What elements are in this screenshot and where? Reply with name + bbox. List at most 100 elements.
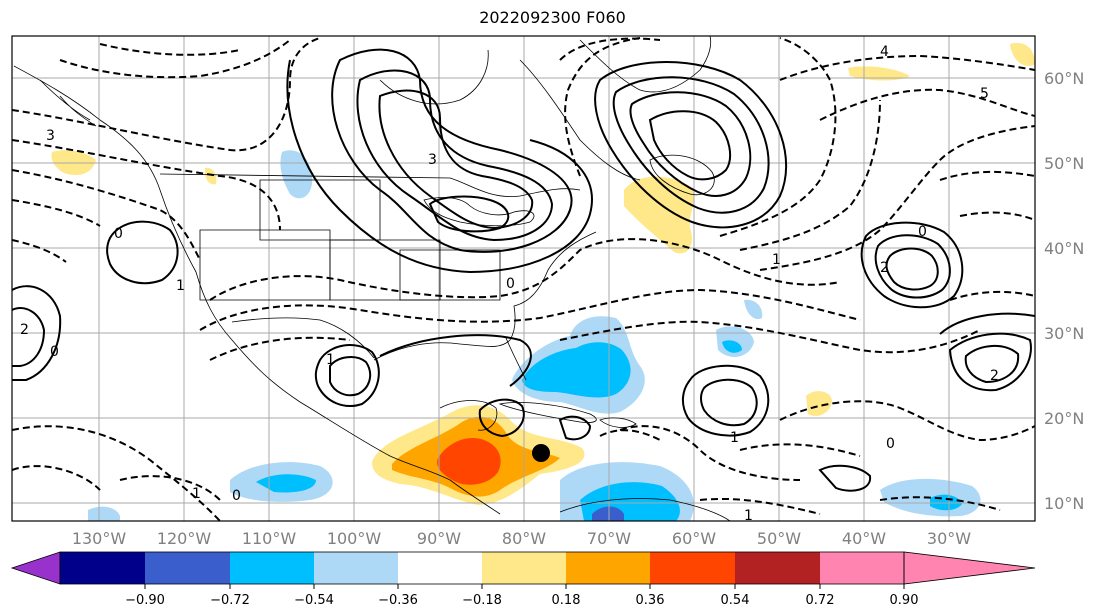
gulf-coast <box>373 231 597 361</box>
lat-label-10n: 10°N <box>1044 494 1084 513</box>
colorbar-segment <box>60 552 145 584</box>
lat-label-20n: 20°N <box>1044 409 1084 428</box>
dashed-atlantic-9 <box>959 211 1035 221</box>
colorbar-tick-label: −0.36 <box>378 593 418 608</box>
contour-great-lakes-5 <box>286 59 593 274</box>
contour-lines <box>12 48 1035 492</box>
contour-label: 1 <box>744 508 753 524</box>
cool-anomaly-small-2 <box>88 506 120 521</box>
dashed-south-4 <box>619 425 801 481</box>
dashed-center-2 <box>199 288 861 331</box>
dashed-south-1 <box>12 425 221 521</box>
colorbar-tick-label: 0.36 <box>636 593 665 608</box>
colorbar-tick-label: −0.72 <box>210 593 250 608</box>
lon-label-90w: 90°W <box>417 529 461 548</box>
contour-label: 2 <box>990 368 999 384</box>
contour-right-3 <box>964 345 1020 384</box>
contour-atlantic-low-4 <box>648 110 732 181</box>
contour-right-2 <box>948 332 1032 392</box>
states-grid-1 <box>199 229 331 301</box>
colorbar: −0.90 −0.72 −0.54 −0.36 −0.18 0.18 0.36 … <box>10 551 1036 608</box>
contour-value-labels: 3 3 4 5 2 2 2 0 0 1 1 1 0 0 1 0 0 1 1 <box>20 44 999 524</box>
contour-zero-south <box>818 464 872 492</box>
contour-label: 1 <box>326 352 335 368</box>
colorbar-segment <box>566 552 650 584</box>
colorbar-segment <box>482 552 566 584</box>
colorbar-tick-label: 0.54 <box>721 593 750 608</box>
lon-label-60w: 60°W <box>672 529 716 548</box>
north-america-west-coast <box>13 65 501 515</box>
contour-label: 0 <box>886 436 895 452</box>
dashed-atlantic-6 <box>819 88 1035 121</box>
dashed-west-2 <box>99 43 241 56</box>
colorbar-ticks <box>144 584 905 589</box>
map-frame <box>11 35 1036 522</box>
lat-label-60n: 60°N <box>1044 69 1084 88</box>
cool-anomaly-central-atlantic-core <box>722 340 742 353</box>
lon-label-130w: 130°W <box>72 529 127 548</box>
lon-label-50w: 50°W <box>757 529 801 548</box>
contour-right-1 <box>939 312 1035 335</box>
contour-label: 2 <box>880 260 889 276</box>
dashed-north-5 <box>12 239 67 263</box>
dashed-north-3 <box>12 169 201 261</box>
dashed-atlantic-10 <box>949 290 1035 301</box>
colorbar-tick-label: 0.18 <box>552 593 581 608</box>
lat-label-50n: 50°N <box>1044 154 1084 173</box>
lon-label-40w: 40°W <box>842 529 886 548</box>
colorbar-extend-low <box>10 551 61 585</box>
warm-anomaly-corner <box>1010 42 1035 66</box>
contour-caribbean-2 <box>558 415 592 441</box>
latitude-labels: 60°N 50°N 40°N 30°N 20°N 10°N <box>1044 69 1084 513</box>
colorbar-segment <box>820 552 904 584</box>
dashed-east-1 <box>779 400 1035 442</box>
contour-label: 3 <box>428 152 437 168</box>
lat-label-30n: 30°N <box>1044 324 1084 343</box>
colorbar-tick-label: −0.18 <box>462 593 502 608</box>
gridlines <box>12 36 1035 521</box>
dashed-atlantic-1 <box>559 37 661 61</box>
mexico-us-border <box>231 317 375 359</box>
lon-label-100w: 100°W <box>327 529 382 548</box>
warm-anomaly-atlantic <box>624 176 695 254</box>
contour-label: 1 <box>730 430 739 446</box>
lon-label-70w: 70°W <box>587 529 631 548</box>
lon-label-120w: 120°W <box>157 529 212 548</box>
contour-atlantic-low-3 <box>629 91 752 197</box>
dashed-atlantic-3 <box>719 37 837 237</box>
contour-great-lakes-4 <box>428 195 510 233</box>
contour-label: 1 <box>772 252 781 268</box>
warm-anomaly-core <box>437 438 501 485</box>
dashed-north-2 <box>12 139 281 231</box>
yucatan <box>439 400 498 431</box>
contour-mexico-1 <box>314 344 380 407</box>
dashed-north-4 <box>12 199 101 227</box>
warm-anomaly-west <box>204 167 217 185</box>
contour-pacific-left-1 <box>12 285 62 381</box>
hudson-bay <box>379 49 489 105</box>
colorbar-tick-label: −0.90 <box>125 593 165 608</box>
colorbar-tick-label: 0.90 <box>890 593 919 608</box>
contour-pacific-left-2 <box>12 307 46 367</box>
lon-label-80w: 80°W <box>502 529 546 548</box>
contour-lines-dashed <box>12 37 1035 521</box>
cool-anomaly-south-deep <box>592 506 624 521</box>
map-title: 2022092300 F060 <box>479 8 626 27</box>
colorbar-segment <box>650 552 735 584</box>
dashed-south-6 <box>879 496 1001 511</box>
contour-great-lakes-1 <box>331 48 573 253</box>
south-america <box>559 498 731 521</box>
dashed-east-2 <box>739 443 861 457</box>
warm-anomaly-mid-atlantic <box>806 391 832 417</box>
cool-anomaly-pacific-south-core <box>256 474 316 493</box>
contour-mexico-2 <box>329 356 372 397</box>
cool-anomaly-small-1 <box>744 299 763 320</box>
contour-label: 0 <box>506 276 515 292</box>
colorbar-segment <box>398 552 482 584</box>
contour-atlantic-low-2 <box>612 76 770 214</box>
contour-label: 0 <box>50 344 59 360</box>
storm-position-dot <box>532 444 550 462</box>
lon-label-110w: 110°W <box>242 529 297 548</box>
dashed-center-4 <box>559 320 981 354</box>
contour-great-lakes-2 <box>356 69 554 242</box>
